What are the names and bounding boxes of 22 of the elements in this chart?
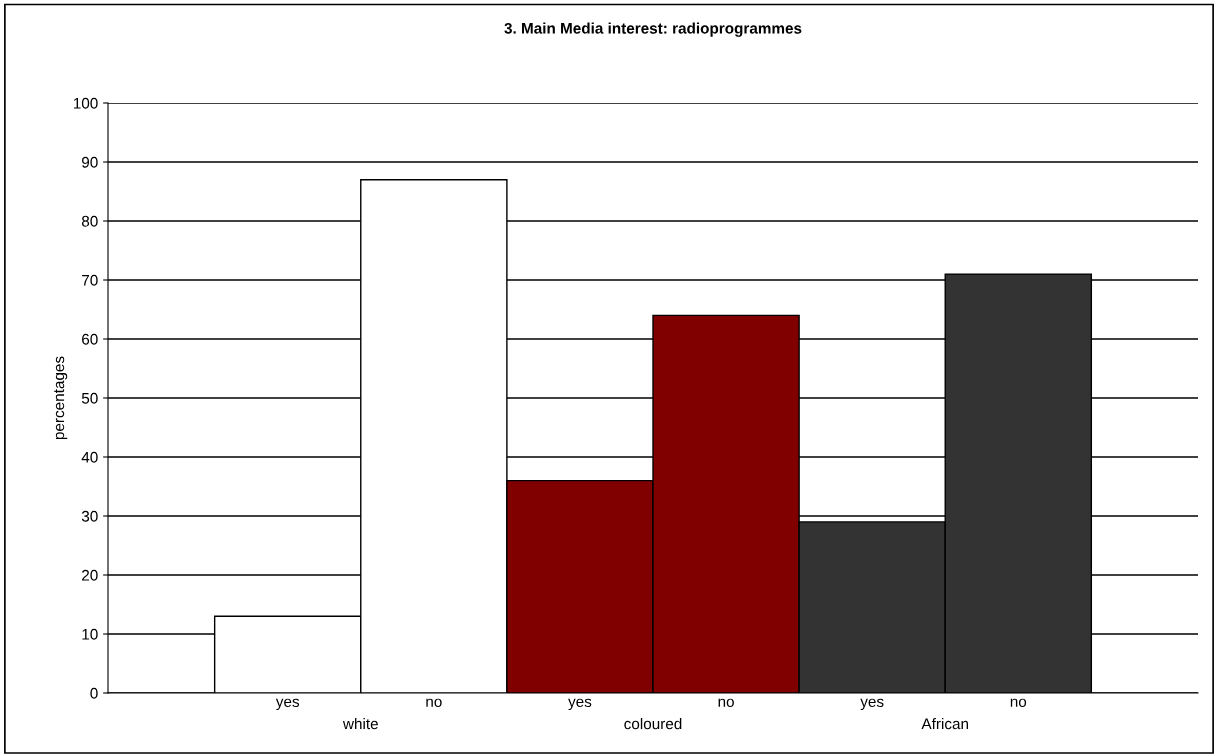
text: coloured [624, 718, 682, 730]
y-tick-label: 90 [82, 156, 98, 168]
x-tick-label: no [1010, 698, 1027, 707]
chart-title: 3. Main Media interest: radioprogrammes [504, 22, 802, 37]
y-tick-label: 0 [90, 687, 98, 699]
x-tick-label: yes [275, 698, 300, 711]
y-tick-label: 40 [81, 451, 98, 463]
x-tick-label: yes [568, 698, 592, 711]
y-axis-title: percentages [54, 356, 68, 440]
y-tick-label: 70 [82, 274, 98, 286]
y-tick-label: 10 [82, 628, 98, 640]
y-tick-label: 20 [82, 569, 98, 581]
text: white [342, 718, 378, 730]
text: African [921, 718, 969, 730]
y-tick-label: 80 [81, 215, 98, 227]
y-tick-label: 30 [81, 510, 98, 522]
y-tick-label: 100 [73, 97, 98, 109]
y-tick-label: 60 [82, 333, 98, 345]
x-tick-label: yes [860, 698, 884, 711]
x-tick-label: no [426, 698, 442, 707]
y-tick-label: 50 [81, 392, 98, 404]
x-tick-label: no [718, 698, 734, 707]
